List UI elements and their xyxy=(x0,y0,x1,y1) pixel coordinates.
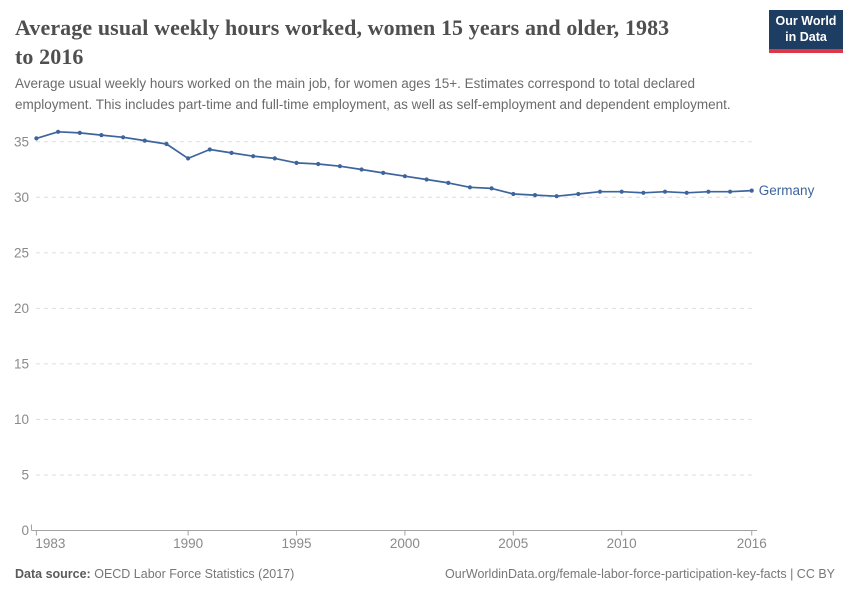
data-point[interactable] xyxy=(728,189,733,194)
chart-subtitle: Average usual weekly hours worked on the… xyxy=(15,74,815,116)
data-point[interactable] xyxy=(489,186,494,191)
data-point[interactable] xyxy=(121,135,126,140)
data-point[interactable] xyxy=(532,193,538,198)
y-tick-label: 25 xyxy=(14,245,29,260)
data-point[interactable] xyxy=(684,190,689,195)
chart-title: Average usual weekly hours worked, women… xyxy=(15,13,755,71)
y-tick-label: 0 xyxy=(21,523,29,538)
x-tick-label: 2005 xyxy=(498,536,528,551)
y-tick-label: 20 xyxy=(14,301,29,316)
y-tick-label: 5 xyxy=(21,467,29,482)
data-point[interactable] xyxy=(359,167,364,172)
data-point[interactable] xyxy=(381,170,386,175)
chart-subtitle-line2: employment. This includes part-time and … xyxy=(15,96,731,112)
data-source-value: OECD Labor Force Statistics (2017) xyxy=(94,567,295,581)
owid-logo-line1: Our World xyxy=(775,14,837,29)
data-point[interactable] xyxy=(576,191,581,197)
series-end-label[interactable]: Germany xyxy=(759,183,815,198)
data-point[interactable] xyxy=(424,177,429,182)
data-point[interactable] xyxy=(34,136,39,141)
data-point[interactable] xyxy=(467,185,472,190)
x-tick-label: 2016 xyxy=(737,536,767,551)
data-point[interactable] xyxy=(251,154,256,159)
data-point[interactable] xyxy=(272,156,277,161)
chart-subtitle-line1: Average usual weekly hours worked on the… xyxy=(15,76,696,91)
data-point[interactable] xyxy=(142,138,147,143)
owid-logo[interactable]: Our World in Data xyxy=(769,10,843,53)
y-tick-label: 10 xyxy=(14,412,29,427)
data-point[interactable] xyxy=(706,189,711,194)
y-tick-label: 35 xyxy=(14,134,29,149)
data-line[interactable] xyxy=(36,130,752,198)
data-point[interactable] xyxy=(294,160,299,165)
data-point[interactable] xyxy=(229,150,234,155)
x-tick-label: 1990 xyxy=(173,536,203,551)
x-tick-label: 2010 xyxy=(607,536,637,551)
data-point[interactable] xyxy=(641,190,646,195)
chart-title-line2: to 2016 xyxy=(15,44,84,70)
data-point[interactable] xyxy=(662,189,668,194)
owid-logo-line2: in Data xyxy=(785,29,827,44)
data-point[interactable] xyxy=(446,180,451,185)
data-point[interactable] xyxy=(207,147,212,152)
y-tick-label: 15 xyxy=(14,356,29,371)
chart-footer: Data source: OECD Labor Force Statistics… xyxy=(15,567,835,587)
chart-title-line1: Average usual weekly hours worked, women… xyxy=(15,15,670,40)
data-point[interactable] xyxy=(554,194,559,199)
data-source-label: Data source: xyxy=(15,567,91,581)
data-point[interactable] xyxy=(511,191,516,197)
data-point[interactable] xyxy=(597,189,603,194)
owid-link[interactable]: OurWorldinData.org/female-labor-force-pa… xyxy=(445,567,835,581)
x-tick-label: 2000 xyxy=(390,536,420,551)
y-tick-label: 30 xyxy=(14,190,29,205)
x-tick-label: 1995 xyxy=(282,536,312,551)
data-point[interactable] xyxy=(56,129,61,134)
data-point[interactable] xyxy=(619,189,624,194)
x-tick-label: 1983 xyxy=(35,536,65,551)
data-point[interactable] xyxy=(186,156,191,161)
data-point[interactable] xyxy=(337,164,342,169)
data-point[interactable] xyxy=(316,161,321,167)
data-point[interactable] xyxy=(164,141,169,147)
data-source: Data source: OECD Labor Force Statistics… xyxy=(15,567,294,581)
data-point[interactable] xyxy=(749,188,754,193)
owid-logo-text: Our World in Data xyxy=(776,14,837,45)
data-point[interactable] xyxy=(402,174,407,179)
data-point[interactable] xyxy=(77,130,82,135)
data-point[interactable] xyxy=(99,133,104,138)
